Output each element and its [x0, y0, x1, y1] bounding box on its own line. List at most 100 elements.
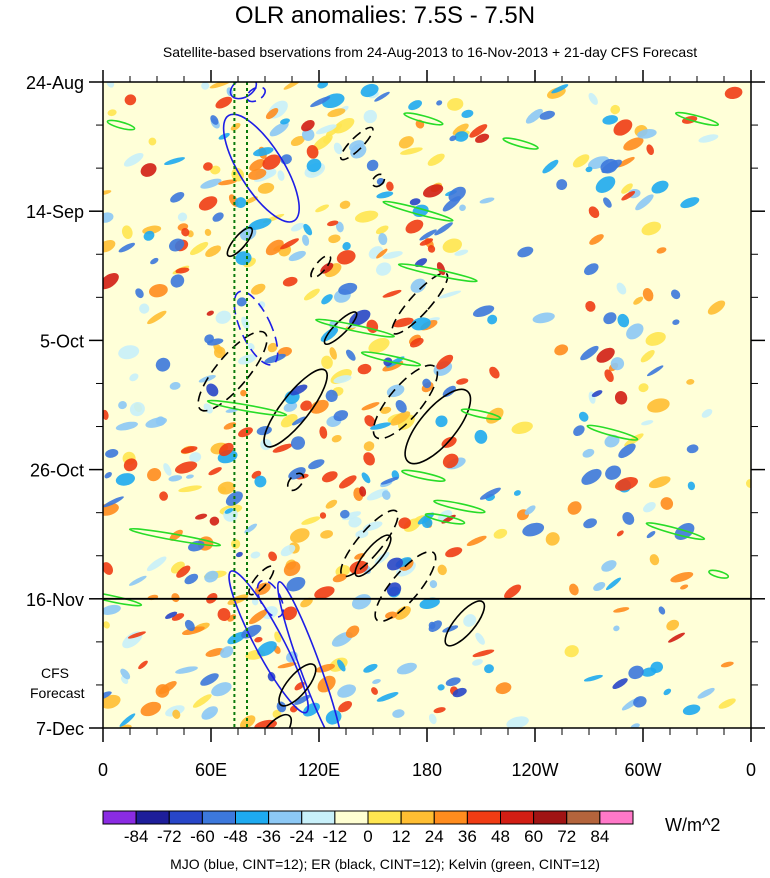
- olr-cell: [582, 448, 595, 458]
- olr-cell: [267, 342, 278, 353]
- olr-cell: [618, 443, 636, 459]
- olr-cell: [203, 162, 213, 171]
- olr-cell: [244, 523, 258, 534]
- olr-cell: [382, 490, 391, 500]
- colorbar-swatch: [466, 810, 501, 825]
- x-tick-label: 60E: [195, 760, 227, 780]
- x-tick-label: 180: [412, 760, 442, 780]
- colorbar-label: -72: [157, 827, 182, 846]
- olr-cell: [123, 152, 144, 167]
- olr-cell: [613, 607, 630, 613]
- colorbar-label: 48: [491, 827, 510, 846]
- olr-cell: [320, 530, 334, 539]
- olr-cell: [209, 516, 220, 526]
- kelvin-contour: [206, 399, 288, 417]
- olr-cell: [345, 625, 360, 638]
- olr-cell: [670, 571, 694, 583]
- olr-cell: [257, 301, 266, 309]
- olr-cell: [633, 696, 647, 708]
- olr-cell: [371, 687, 378, 695]
- colorbar-unit: W/m^2: [665, 815, 721, 835]
- olr-cell: [504, 584, 522, 599]
- olr-cell: [648, 476, 671, 489]
- olr-cell: [658, 606, 666, 615]
- colorbar-swatch: [500, 810, 535, 825]
- colorbar-label: -60: [190, 827, 215, 846]
- er-contour: [278, 663, 317, 707]
- olr-cell: [461, 109, 474, 118]
- olr-cell: [638, 383, 649, 393]
- olr-cell: [253, 147, 274, 157]
- olr-cell: [472, 659, 483, 666]
- olr-cell: [375, 225, 389, 235]
- olr-cell: [472, 305, 495, 318]
- olr-cell: [448, 186, 466, 202]
- olr-cell: [170, 274, 185, 288]
- olr-cell: [646, 531, 656, 539]
- olr-cell: [189, 241, 209, 256]
- olr-cell: [254, 636, 263, 643]
- olr-cell: [103, 239, 116, 253]
- y-tick-label: 24-Aug: [26, 73, 84, 93]
- olr-cell: [411, 317, 431, 331]
- olr-cell: [288, 250, 306, 262]
- olr-cell: [355, 529, 369, 539]
- olr-cell: [178, 485, 202, 493]
- olr-cell: [422, 184, 444, 198]
- olr-cell: [315, 124, 337, 135]
- olr-cell: [583, 518, 597, 529]
- olr-cell: [337, 659, 346, 672]
- olr-cell: [139, 303, 150, 314]
- axes: [89, 70, 765, 742]
- colorbar-swatch: [400, 810, 435, 825]
- olr-cell: [147, 310, 167, 325]
- olr-cell: [581, 468, 602, 485]
- colorbar-swatch: [268, 810, 303, 825]
- olr-cell: [143, 230, 155, 241]
- olr-cell: [338, 282, 358, 295]
- olr-cell: [604, 369, 614, 383]
- chart-subtitle: Satellite-based bservations from 24-Aug-…: [162, 44, 698, 60]
- colorbar-swatch: [334, 810, 369, 825]
- olr-cell: [283, 402, 298, 412]
- olr-cell: [264, 353, 286, 364]
- olr-cell: [428, 620, 442, 633]
- kelvin-contour: [103, 591, 143, 607]
- olr-cell: [280, 118, 290, 125]
- olr-cell: [614, 391, 628, 405]
- olr-cell: [217, 481, 235, 495]
- olr-cell: [617, 156, 635, 168]
- olr-cell: [588, 206, 600, 219]
- olr-cell: [591, 390, 603, 398]
- olr-cell: [204, 228, 212, 236]
- olr-cell: [128, 575, 147, 586]
- olr-cell: [189, 452, 202, 463]
- olr-cell: [272, 443, 293, 453]
- olr-cell: [103, 502, 119, 516]
- olr-cell: [230, 539, 241, 549]
- olr-cell: [265, 239, 284, 256]
- olr-cell: [409, 337, 424, 348]
- colorbar: -84 -72 -60 -48 -36 -24 -12 0 12 24 36 48 60 72 84: [102, 810, 634, 846]
- olr-cell: [414, 258, 428, 268]
- olr-cell: [666, 619, 680, 631]
- colorbar-label: -12: [323, 827, 348, 846]
- olr-cell: [204, 570, 219, 583]
- olr-cell: [282, 276, 298, 287]
- olr-cell: [348, 516, 362, 528]
- olr-cell: [663, 688, 672, 696]
- olr-cell: [210, 165, 221, 175]
- olr-cell: [427, 153, 445, 166]
- olr-cell: [327, 220, 339, 227]
- colorbar-swatch: [533, 810, 568, 825]
- olr-cell: [428, 713, 437, 725]
- olr-cell: [612, 678, 628, 690]
- olr-cell: [647, 398, 670, 413]
- olr-cell: [333, 375, 352, 384]
- olr-cell: [209, 82, 233, 89]
- kelvin-contour: [315, 318, 395, 338]
- olr-cell: [442, 453, 459, 469]
- olr-cell: [302, 234, 310, 246]
- olr-cell: [442, 196, 461, 212]
